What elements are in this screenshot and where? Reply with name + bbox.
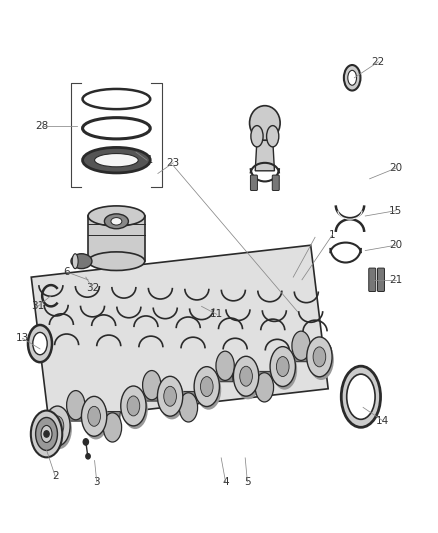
Text: 5: 5: [244, 477, 251, 487]
Ellipse shape: [82, 148, 150, 173]
Polygon shape: [293, 346, 309, 362]
Ellipse shape: [292, 331, 310, 360]
Ellipse shape: [88, 206, 145, 226]
Ellipse shape: [235, 359, 261, 399]
Ellipse shape: [255, 373, 274, 402]
Ellipse shape: [143, 370, 161, 400]
FancyBboxPatch shape: [378, 268, 385, 292]
Ellipse shape: [159, 379, 184, 419]
Ellipse shape: [348, 70, 357, 85]
Text: 22: 22: [372, 57, 385, 67]
Text: 20: 20: [389, 240, 403, 250]
Text: 1: 1: [329, 230, 336, 240]
Ellipse shape: [240, 366, 252, 386]
Circle shape: [83, 439, 88, 445]
Ellipse shape: [33, 333, 47, 355]
Ellipse shape: [81, 397, 107, 436]
Polygon shape: [144, 385, 159, 401]
Ellipse shape: [103, 413, 122, 442]
Polygon shape: [217, 366, 233, 382]
Bar: [88, 216, 145, 261]
Text: 14: 14: [376, 416, 389, 426]
Text: 21: 21: [389, 275, 403, 285]
Ellipse shape: [88, 406, 100, 426]
Text: 20: 20: [389, 163, 403, 173]
FancyBboxPatch shape: [251, 175, 258, 190]
Polygon shape: [68, 405, 84, 421]
Text: 4: 4: [222, 477, 229, 487]
Text: 11: 11: [210, 309, 223, 319]
FancyBboxPatch shape: [369, 268, 376, 292]
FancyBboxPatch shape: [272, 175, 279, 190]
Text: 23: 23: [166, 158, 180, 168]
Ellipse shape: [344, 65, 360, 91]
Polygon shape: [257, 372, 272, 387]
Ellipse shape: [276, 357, 289, 376]
Ellipse shape: [67, 391, 85, 420]
Ellipse shape: [71, 254, 92, 269]
Ellipse shape: [88, 252, 145, 270]
Polygon shape: [180, 391, 196, 407]
Ellipse shape: [341, 366, 381, 427]
Ellipse shape: [307, 337, 332, 377]
Ellipse shape: [313, 347, 326, 367]
Ellipse shape: [127, 396, 140, 416]
Ellipse shape: [250, 106, 280, 140]
Polygon shape: [31, 245, 328, 421]
Ellipse shape: [51, 416, 64, 436]
Ellipse shape: [194, 367, 219, 407]
Ellipse shape: [196, 370, 221, 410]
Ellipse shape: [251, 126, 263, 147]
Ellipse shape: [233, 356, 259, 396]
Ellipse shape: [216, 351, 234, 381]
Text: 32: 32: [86, 283, 99, 293]
Text: 3: 3: [93, 477, 100, 487]
Circle shape: [44, 431, 49, 437]
Polygon shape: [105, 411, 120, 427]
Ellipse shape: [83, 400, 109, 439]
Ellipse shape: [104, 214, 128, 229]
Ellipse shape: [267, 126, 279, 147]
Ellipse shape: [179, 393, 198, 422]
Ellipse shape: [46, 409, 72, 449]
Ellipse shape: [121, 386, 146, 426]
Text: 15: 15: [389, 206, 403, 216]
Ellipse shape: [31, 410, 62, 457]
Ellipse shape: [41, 425, 52, 442]
Ellipse shape: [72, 254, 78, 269]
Ellipse shape: [347, 374, 375, 419]
Ellipse shape: [157, 376, 183, 416]
Ellipse shape: [201, 377, 213, 397]
Circle shape: [86, 454, 90, 459]
Ellipse shape: [272, 350, 297, 390]
Text: 28: 28: [35, 120, 49, 131]
Ellipse shape: [95, 154, 138, 167]
Ellipse shape: [308, 340, 334, 380]
Polygon shape: [255, 139, 275, 171]
Text: 2: 2: [52, 472, 59, 481]
Ellipse shape: [123, 389, 148, 429]
Text: 13: 13: [16, 333, 29, 343]
Text: 6: 6: [63, 267, 70, 277]
Text: 31: 31: [140, 155, 154, 165]
Ellipse shape: [270, 346, 295, 386]
Ellipse shape: [35, 417, 57, 450]
Text: 31: 31: [31, 301, 44, 311]
Ellipse shape: [45, 406, 70, 446]
Ellipse shape: [111, 217, 122, 225]
Ellipse shape: [28, 325, 52, 362]
Ellipse shape: [164, 386, 177, 406]
